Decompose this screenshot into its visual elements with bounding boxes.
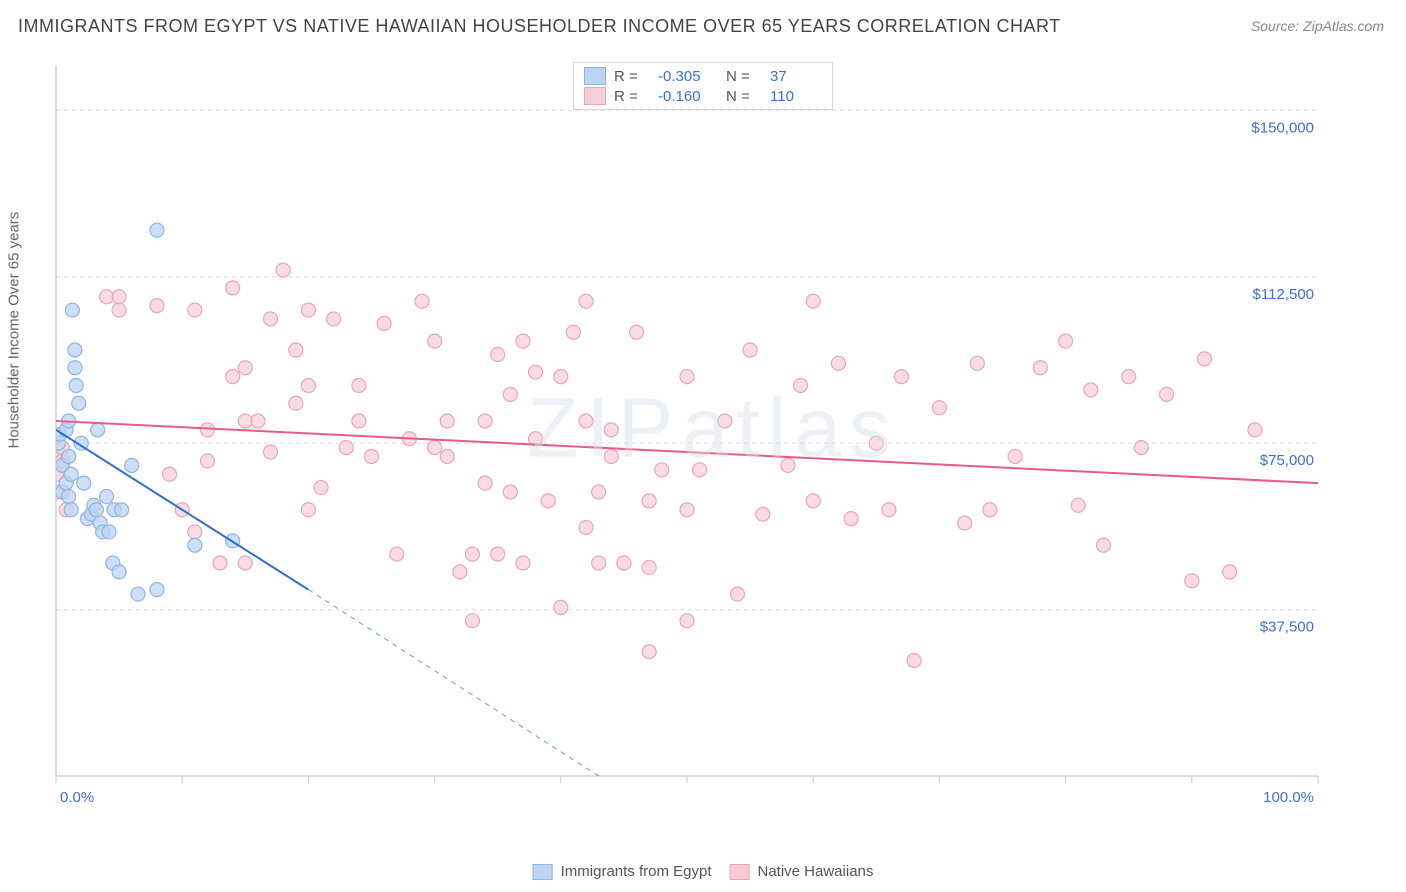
legend-swatch <box>729 864 749 880</box>
x-tick-label: 100.0% <box>1263 789 1314 806</box>
legend-stat-row: R = -0.305 N = 37 <box>584 67 822 85</box>
legend-r-value: -0.305 <box>658 68 710 85</box>
legend-n-value: 110 <box>770 88 822 105</box>
legend-item: Immigrants from Egypt <box>533 863 712 880</box>
y-tick-label: $37,500 <box>1260 619 1314 636</box>
y-axis-label: Householder Income Over 65 years <box>6 212 23 449</box>
legend-r-value: -0.160 <box>658 88 710 105</box>
scatter-chart: $37,500 $75,000 $112,500 $150,000 0.0% 100.0% <box>48 56 1378 816</box>
series-legend: Immigrants from Egypt Native Hawaiians <box>523 859 884 884</box>
legend-stat-row: R = -0.160 N = 110 <box>584 87 822 105</box>
legend-n-label: N = <box>726 88 762 105</box>
legend-r-label: R = <box>614 88 650 105</box>
source-attribution: Source: ZipAtlas.com <box>1251 18 1384 34</box>
x-tick-label: 0.0% <box>60 789 94 806</box>
series-immigrants-from-egypt <box>52 223 240 601</box>
source-link[interactable]: ZipAtlas.com <box>1303 18 1384 34</box>
y-tick-label: $150,000 <box>1251 119 1314 136</box>
chart-title: IMMIGRANTS FROM EGYPT VS NATIVE HAWAIIAN… <box>18 16 1061 37</box>
series-native-hawaiians <box>49 263 1262 668</box>
legend-n-value: 37 <box>770 68 822 85</box>
y-tick-label: $112,500 <box>1253 286 1314 303</box>
legend-text: Native Hawaiians <box>757 863 873 880</box>
correlation-legend: R = -0.305 N = 37R = -0.160 N = 110 <box>573 62 833 110</box>
legend-item: Native Hawaiians <box>729 863 873 880</box>
legend-text: Immigrants from Egypt <box>561 863 712 880</box>
legend-swatch <box>584 87 606 105</box>
legend-n-label: N = <box>726 68 762 85</box>
chart-area: $37,500 $75,000 $112,500 $150,000 0.0% 100.0%… <box>48 56 1378 816</box>
legend-swatch <box>584 67 606 85</box>
legend-swatch <box>533 864 553 880</box>
y-tick-label: $75,000 <box>1260 452 1314 469</box>
source-prefix: Source: <box>1251 18 1303 34</box>
legend-r-label: R = <box>614 68 650 85</box>
